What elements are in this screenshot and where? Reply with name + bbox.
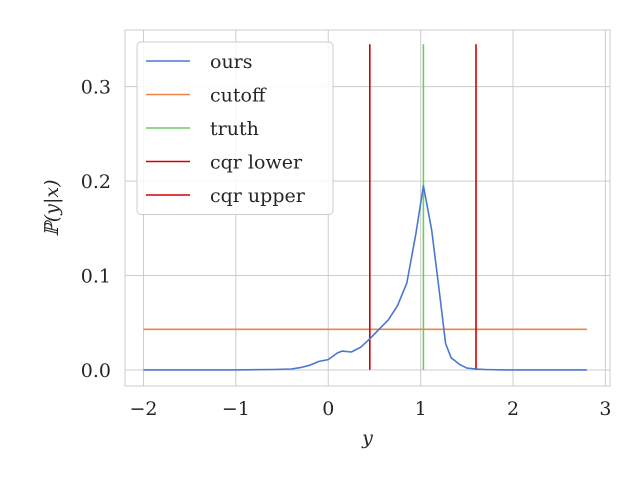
x-tick-label: 3 <box>599 398 611 420</box>
x-tick-label: −1 <box>222 398 250 420</box>
series-layer <box>143 44 587 371</box>
y-tick-labels: 0.0 0.1 0.2 0.3 <box>81 77 111 382</box>
y-tick-label: 0.3 <box>81 77 111 99</box>
x-tick-label: −2 <box>129 398 157 420</box>
legend-label-truth: truth <box>210 118 259 140</box>
x-tick-label: 2 <box>507 398 519 420</box>
legend-box <box>136 41 334 215</box>
y-tick-label: 0.0 <box>81 360 111 382</box>
legend: ours cutoff truth cqr lower cqr upper <box>136 41 334 215</box>
legend-label-ours: ours <box>210 51 253 73</box>
plot-frame <box>124 29 611 387</box>
x-tick-label: 0 <box>322 398 334 420</box>
y-tick-label: 0.2 <box>81 171 111 193</box>
y-axis-label: ℙ(y|x) <box>41 180 63 237</box>
x-tick-labels: −2 −1 0 1 2 3 <box>129 398 611 420</box>
legend-items: ours cutoff truth cqr lower cqr upper <box>146 51 306 207</box>
legend-label-cutoff: cutoff <box>210 85 267 107</box>
series-ours-line <box>143 185 587 371</box>
y-tick-label: 0.1 <box>81 266 111 288</box>
x-axis-label: y <box>361 427 373 449</box>
x-tick-label: 1 <box>415 398 427 420</box>
legend-label-cqr-upper: cqr upper <box>210 185 306 207</box>
legend-label-cqr-lower: cqr lower <box>210 152 303 174</box>
